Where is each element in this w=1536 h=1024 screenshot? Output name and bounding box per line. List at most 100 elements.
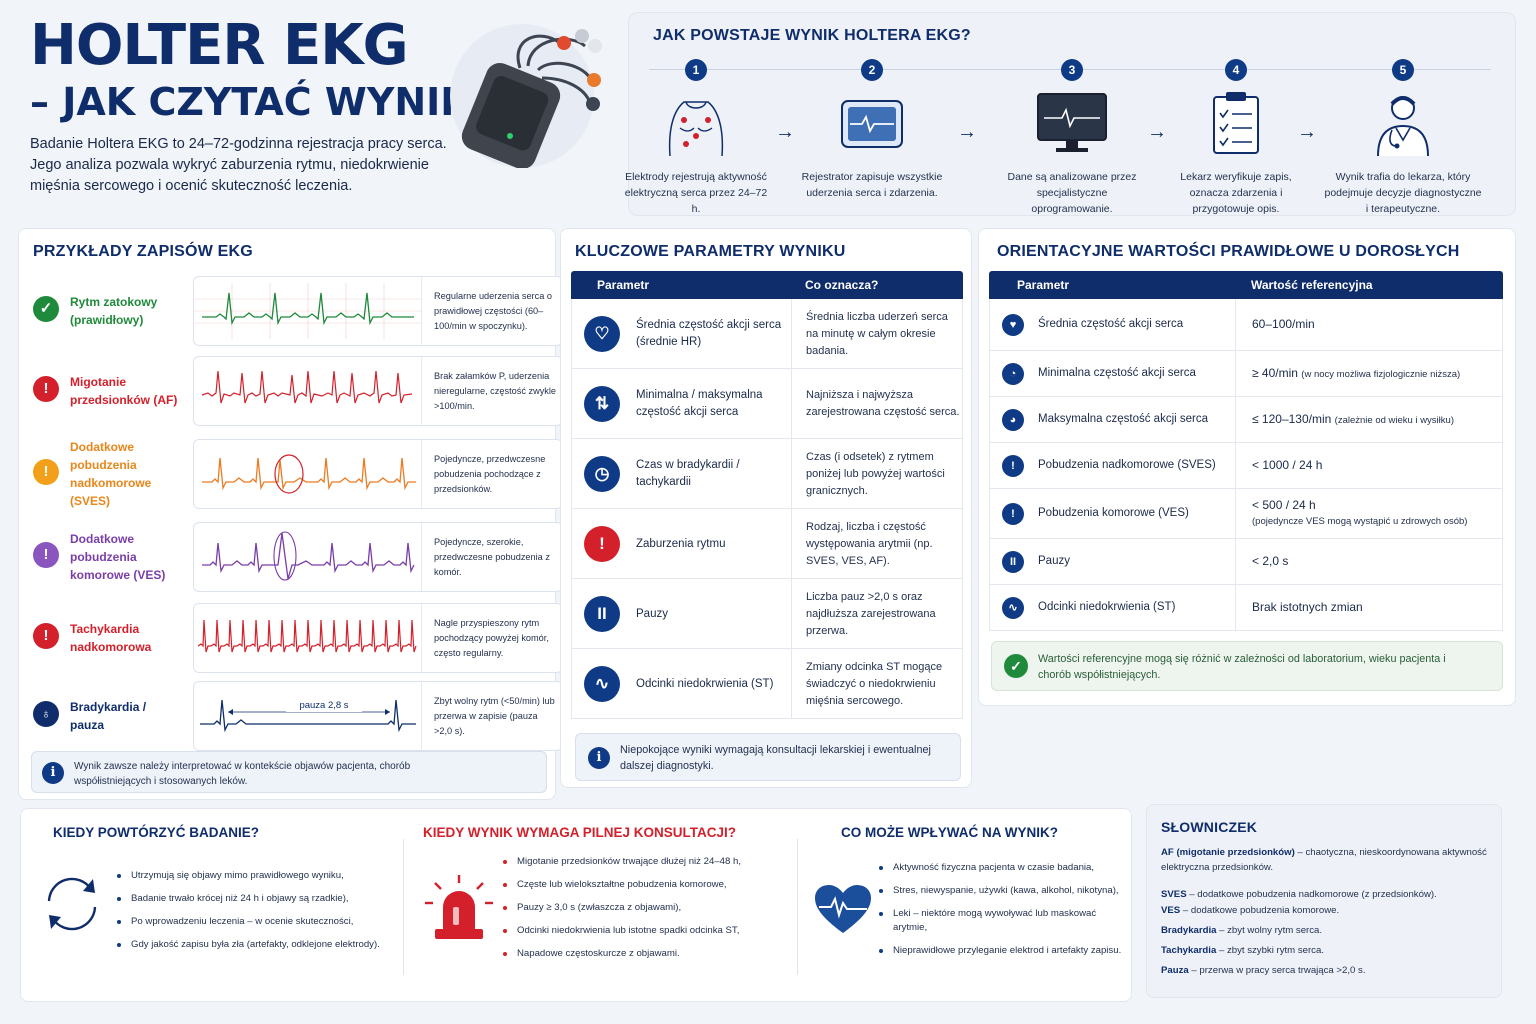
holter-device-illustration	[450, 18, 610, 170]
params-col-meaning: Co oznacza?	[805, 278, 879, 292]
divider	[791, 369, 792, 438]
params-row: ! Zaburzenia rytmu Rodzaj, liczba i częs…	[571, 509, 963, 579]
ranges-row: ◔ Minimalna częstość akcji serca ≥ 40/mi…	[989, 351, 1503, 397]
page-title: HOLTER EKG	[30, 13, 409, 78]
divider	[1235, 443, 1236, 488]
list-item: Po wprowadzeniu leczenia – w ocenie skut…	[117, 915, 407, 929]
list-item: Badanie trwało krócej niż 24 h i objawy …	[117, 892, 407, 906]
step-number: 3	[1061, 59, 1083, 81]
params-row: II Pauzy Liczba pauz >2,0 s oraz najdłuż…	[571, 579, 963, 649]
step-number: 2	[861, 59, 883, 81]
arrow-right-icon: →	[1297, 121, 1317, 143]
list-item: Aktywność fizyczna pacjenta w czasie bad…	[879, 861, 1127, 875]
param-icon: ∿	[584, 666, 620, 702]
ranges-row: ! Pobudzenia komorowe (VES) < 500 / 24 h…	[989, 489, 1503, 539]
alert-icon: !	[33, 623, 59, 649]
range-value-wrap: ≤ 120–130/min (zależnie od wieku i wysił…	[1252, 412, 1454, 426]
ecg-row-svt: ! Tachykardia nadkomorowa Nagle przyspie…	[33, 603, 563, 673]
chest-electrodes-icon	[621, 85, 771, 161]
range-param-name: Odcinki niedokrwienia (ST)	[1038, 601, 1176, 613]
refresh-icon	[39, 871, 105, 942]
ecg-strip-af	[194, 357, 422, 425]
step-number: 1	[685, 59, 707, 81]
divider	[791, 509, 792, 578]
param-name: Odcinki niedokrwienia (ST)	[636, 677, 774, 690]
ranges-row: ♥ Średnia częstość akcji serca 60–100/mi…	[989, 299, 1503, 351]
ecg-strip-ves	[194, 523, 422, 591]
range-value: < 2,0 s	[1252, 554, 1289, 568]
arrow-right-icon: →	[775, 121, 795, 143]
range-value: 60–100/min	[1252, 317, 1315, 331]
range-icon: !	[1002, 503, 1024, 525]
range-value-wrap: 60–100/min	[1252, 317, 1315, 331]
alarm-siren-icon	[421, 871, 497, 948]
ranges-note-text: Wartości referencyjne mogą się różnić w …	[1038, 653, 1446, 681]
range-icon: II	[1002, 551, 1024, 573]
factors-title: CO MOŻE WPŁYWAĆ NA WYNIK?	[841, 825, 1058, 840]
divider	[797, 839, 798, 975]
glossary-definition: – dodatkowe pobudzenia komorowe.	[1180, 905, 1340, 916]
divider	[1235, 585, 1236, 630]
range-value: Brak istotnych zmian	[1252, 600, 1363, 614]
alert-icon: !	[33, 376, 59, 402]
params-note-text: Niepokojące wyniki wymagają konsultacji …	[620, 744, 931, 772]
info-icon: i	[42, 762, 64, 784]
ecg-row-label: Dodatkowe pobudzenia nadkomorowe (SVES)	[70, 440, 152, 508]
params-row: ⇅ Minimalna / maksymalna częstość akcji …	[571, 369, 963, 439]
ranges-table-header: Parametr Wartość referencyjna	[989, 271, 1503, 299]
range-icon: !	[1002, 455, 1024, 477]
warning-icon: !	[33, 459, 59, 485]
param-meaning: Zmiany odcinka ST mogące świadczyć o nie…	[806, 660, 943, 707]
divider	[1235, 539, 1236, 584]
pause-walk-icon: ♁	[33, 701, 59, 727]
ecg-row-box: Pojedyncze, przedwczesne pobudzenia poch…	[193, 439, 563, 509]
list-item: Częste lub wielokształtne pobudzenia kom…	[503, 878, 803, 892]
ecg-row-af: ! Migotanie przedsionków (AF) Brak załam…	[33, 356, 563, 426]
info-icon: i	[588, 747, 610, 769]
glossary-definition: – chaotyczna, nieskoordynowana aktywność…	[1161, 847, 1487, 873]
divider	[791, 299, 792, 368]
check-icon: ✓	[1004, 654, 1028, 678]
params-note: i Niepokojące wyniki wymagają konsultacj…	[575, 733, 961, 781]
list-item: Utrzymują się objawy mimo prawidłowego w…	[117, 869, 407, 883]
ranges-row: ! Pobudzenia nadkomorowe (SVES) < 1000 /…	[989, 443, 1503, 489]
step-text: Lekarz weryfikuje zapis, oznacza zdarzen…	[1180, 171, 1292, 215]
glossary-term: VES	[1161, 905, 1181, 916]
alert-icon: !	[33, 542, 59, 568]
range-extra: (w nocy możliwa fizjologicznie niższa)	[1301, 369, 1461, 380]
param-meaning: Liczba pauz >2,0 s oraz najdłuższa zarej…	[806, 590, 936, 637]
divider	[791, 649, 792, 718]
glossary-panel: SŁOWNICZEK AF (migotanie przedsionków) –…	[1146, 804, 1502, 998]
params-row: ♡ Średnia częstość akcji serca (średnie …	[571, 299, 963, 369]
ranges-title: ORIENTACYJNE WARTOŚCI PRAWIDŁOWE U DOROS…	[997, 243, 1460, 260]
doctor-icon	[1323, 85, 1483, 161]
param-meaning: Czas (i odsetek) z rytmem poniżej lub po…	[806, 450, 945, 497]
glossary-definition: – zbyt wolny rytm serca.	[1216, 925, 1323, 936]
list-item: Pauzy ≥ 3,0 s (zwłaszcza z objawami),	[503, 901, 803, 915]
bottom-info-panel: KIEDY POWTÓRZYĆ BADANIE? Utrzymują się o…	[20, 808, 1132, 1002]
ranges-col-value: Wartość referencyjna	[1251, 278, 1373, 292]
param-meaning: Średnia liczba uderzeń serca na minutę w…	[806, 310, 948, 357]
ranges-col-parametr: Parametr	[1017, 278, 1070, 292]
param-icon: !	[584, 526, 620, 562]
ecg-row-desc: Regularne uderzenia serca o prawidłowej …	[434, 290, 552, 331]
ecg-row-desc: Nagle przyspieszony rytm pochodzący powy…	[434, 617, 549, 658]
step-number: 4	[1225, 59, 1247, 81]
range-icon: ◕	[1002, 409, 1024, 431]
ecg-strip-brady: pauza 2,8 s	[194, 682, 422, 750]
factors-list: Aktywność fizyczna pacjenta w czasie bad…	[879, 861, 1127, 967]
divider	[791, 579, 792, 648]
ecg-examples-title: PRZYKŁADY ZAPISÓW EKG	[33, 243, 253, 260]
param-name: Średnia częstość akcji serca (średnie HR…	[636, 319, 782, 348]
list-item: Leki – niektóre mogą wywoływać lub masko…	[879, 907, 1127, 935]
ecg-row-label: Tachykardia nadkomorowa	[70, 622, 152, 654]
param-name: Pauzy	[636, 607, 668, 620]
param-icon: ♡	[584, 316, 620, 352]
param-name: Minimalna / maksymalna częstość akcji se…	[636, 389, 763, 418]
glossary-item: VES – dodatkowe pobudzenia komorowe.	[1161, 903, 1491, 918]
check-icon: ✓	[33, 296, 59, 322]
ecg-row-label: Bradykardia / pauza	[70, 700, 147, 732]
process-step-3: 3 Dane są analizowane przez specjalistyc…	[997, 59, 1147, 217]
glossary-definition: – dodatkowe pobudzenia nadkomorowe (z pr…	[1186, 889, 1437, 900]
reference-ranges-panel: ORIENTACYJNE WARTOŚCI PRAWIDŁOWE U DOROS…	[978, 228, 1516, 706]
